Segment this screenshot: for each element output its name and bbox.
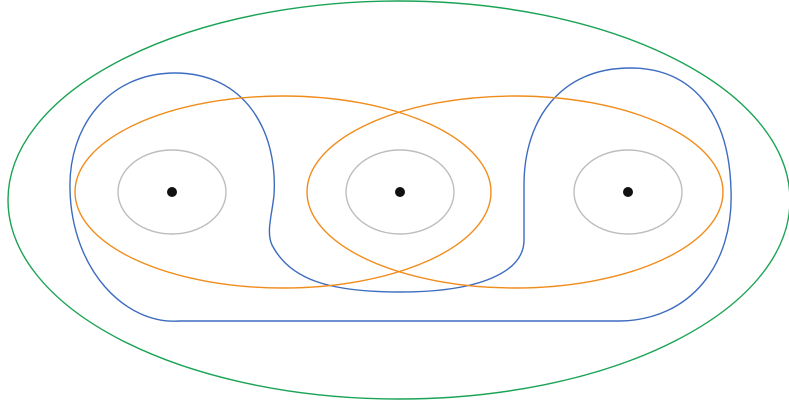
gray-circle-middle xyxy=(345,149,455,235)
puncture-dot-left xyxy=(167,187,177,197)
outer-boundary-curve xyxy=(7,0,789,400)
puncture-dot-middle xyxy=(395,187,405,197)
puncture-dot-right xyxy=(623,187,633,197)
gray-circle-right xyxy=(573,149,683,235)
blue-curve xyxy=(69,67,732,322)
orange-curve-left xyxy=(74,95,492,289)
gray-circle-left xyxy=(117,149,227,235)
orange-curve-right xyxy=(306,95,724,289)
